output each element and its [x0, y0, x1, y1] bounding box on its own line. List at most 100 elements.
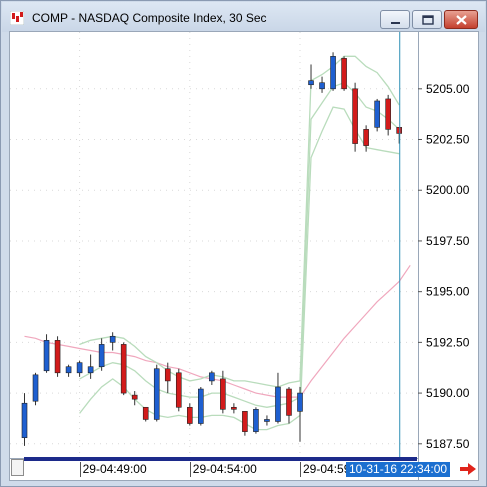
candle-body-up: [43, 340, 50, 372]
candle[interactable]: [264, 415, 270, 426]
candle[interactable]: [253, 407, 259, 434]
candle-body-up: [32, 374, 39, 402]
candle[interactable]: [242, 411, 248, 436]
candle-body-down: [131, 394, 138, 400]
candle-body-up: [198, 388, 204, 424]
y-tick-label: 5197.50: [426, 234, 470, 248]
y-tick-label: 5192.50: [426, 335, 470, 349]
y-tick-label: 5205.00: [426, 82, 470, 96]
candle-body-up: [253, 409, 259, 432]
candle-body-up: [65, 366, 72, 374]
candle[interactable]: [330, 52, 336, 91]
candle[interactable]: [98, 338, 105, 371]
candle[interactable]: [286, 387, 292, 424]
candle-body-down: [363, 129, 369, 146]
candle-body-up: [275, 386, 281, 422]
candle[interactable]: [175, 368, 182, 412]
candle-body-down: [175, 372, 182, 408]
y-tick-label: 5200.00: [426, 183, 470, 197]
y-tick-label: 5195.00: [426, 285, 470, 299]
candle[interactable]: [275, 372, 281, 424]
candle-body-down: [396, 127, 402, 134]
candle-body-down: [341, 58, 347, 90]
candle-body-down: [242, 411, 248, 432]
candle[interactable]: [153, 364, 160, 422]
maximize-icon: [422, 15, 434, 25]
candle-body-up: [98, 344, 105, 368]
candle-body-down: [120, 344, 127, 394]
candle[interactable]: [209, 370, 215, 385]
candle-body-down: [142, 406, 149, 420]
moving-average-line: [24, 264, 411, 398]
cursor-date-label: 10-31-16 22:34:00: [346, 462, 451, 477]
candle[interactable]: [65, 364, 72, 377]
candle[interactable]: [308, 64, 314, 89]
candle-body-up: [308, 80, 314, 86]
close-button[interactable]: [444, 10, 478, 29]
chart-app-icon[interactable]: [9, 10, 25, 26]
y-tick-label: 5202.50: [426, 133, 470, 147]
candle[interactable]: [21, 393, 28, 446]
y-tick-label: 5187.50: [426, 437, 470, 451]
navigate-right-button[interactable]: [458, 461, 478, 477]
chart-area[interactable]: 5205.00 5202.50 5200.00 5197.50 5195.00 5192.…: [9, 31, 479, 481]
candle[interactable]: [187, 403, 193, 426]
candle-body-up: [209, 372, 215, 382]
candle[interactable]: [54, 336, 61, 377]
candle[interactable]: [142, 406, 149, 422]
candle-body-down: [164, 368, 171, 382]
candle-body-up: [109, 335, 116, 343]
candle[interactable]: [396, 127, 402, 144]
x-tick-label: 29-04:49:00: [79, 462, 147, 477]
candle[interactable]: [198, 387, 204, 426]
minimize-button[interactable]: [380, 10, 410, 29]
candle[interactable]: [32, 372, 39, 406]
window-title: COMP - NASDAQ Composite Index, 30 Sec: [32, 11, 267, 25]
candle-body-down: [187, 406, 193, 424]
candle[interactable]: [109, 332, 116, 351]
candle-body-up: [297, 392, 303, 412]
band-upper-series: [79, 55, 400, 388]
moving-average-series: [24, 264, 411, 398]
candle[interactable]: [231, 403, 237, 414]
candle[interactable]: [341, 56, 347, 91]
candle-body-down: [54, 340, 61, 374]
candle[interactable]: [87, 354, 94, 379]
candle[interactable]: [374, 98, 380, 132]
y-tick-label: 5190.00: [426, 386, 470, 400]
price-chart[interactable]: 5205.00 5202.50 5200.00 5197.50 5195.00 5192.…: [10, 32, 478, 480]
candle-body-up: [87, 366, 94, 374]
candle-body-down: [385, 98, 391, 130]
title-bar[interactable]: COMP - NASDAQ Composite Index, 30 Sec: [2, 2, 485, 32]
arrow-right-icon: [460, 463, 476, 475]
candle-body-up: [264, 419, 270, 422]
candle-body-down: [352, 88, 358, 144]
candle-body-down: [286, 388, 292, 416]
candle[interactable]: [120, 342, 127, 396]
candle[interactable]: [352, 82, 358, 152]
minimize-icon: [391, 22, 400, 24]
close-icon: [456, 15, 467, 25]
candle[interactable]: [43, 334, 50, 373]
candle[interactable]: [385, 94, 391, 136]
candle[interactable]: [363, 125, 369, 152]
scroll-left-button[interactable]: [11, 459, 24, 476]
candle[interactable]: [319, 76, 325, 93]
candle[interactable]: [220, 370, 226, 414]
scroll-track[interactable]: [24, 457, 417, 461]
candle-body-up: [153, 368, 160, 420]
candle[interactable]: [76, 360, 83, 377]
candle-body-up: [76, 362, 83, 374]
candle[interactable]: [131, 391, 138, 406]
candles[interactable]: [21, 52, 402, 446]
candle[interactable]: [297, 387, 303, 442]
x-tick-label: 29-04:54:00: [189, 462, 257, 477]
candle-body-down: [231, 406, 237, 410]
candle-body-up: [374, 100, 380, 128]
candle[interactable]: [164, 362, 171, 394]
candle-body-up: [330, 56, 336, 90]
candle-body-down: [220, 378, 226, 410]
candle-body-up: [21, 402, 28, 439]
maximize-button[interactable]: [412, 10, 442, 29]
